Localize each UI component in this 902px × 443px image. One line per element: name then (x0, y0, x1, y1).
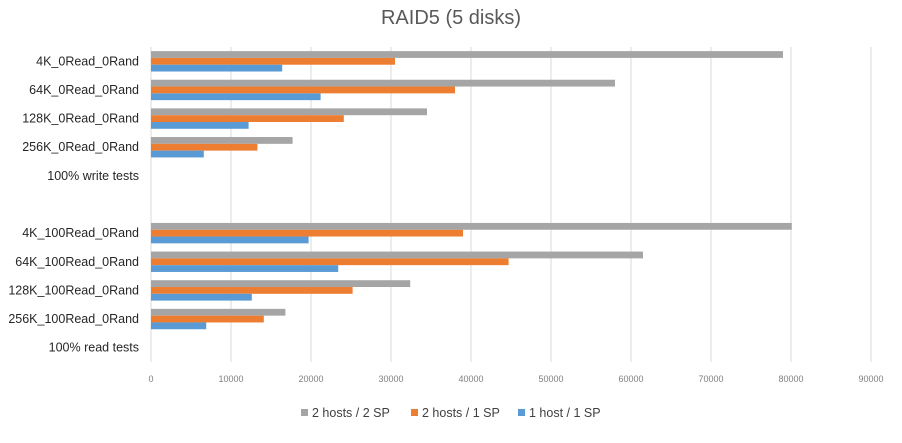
bar (151, 57, 395, 65)
bar (151, 64, 283, 72)
bar (151, 93, 321, 101)
category-labels: 4K_0Read_0Rand 64K_0Read_0Rand 128K_0Read_… (8, 54, 139, 354)
bar (151, 108, 427, 116)
category-label: 100% write tests (47, 169, 139, 183)
bar (151, 322, 207, 330)
x-axis-tick-labels: 0 10000 20000 30000 40000 50000 60000 70000 8000… (148, 374, 883, 384)
x-tick-label: 10000 (218, 374, 243, 384)
category-label: 64K_100Read_0Rand (15, 255, 139, 269)
legend-swatch (411, 409, 418, 416)
bar (151, 79, 615, 87)
bar (151, 315, 264, 323)
bars (151, 51, 792, 330)
bar (151, 121, 249, 129)
x-tick-label: 0 (148, 374, 153, 384)
bar (151, 229, 463, 237)
legend-label: 1 host / 1 SP (529, 406, 601, 420)
x-tick-label: 40000 (458, 374, 483, 384)
x-tick-label: 50000 (538, 374, 563, 384)
legend-swatch (301, 409, 308, 416)
bar (151, 51, 783, 58)
x-tick-label: 20000 (298, 374, 323, 384)
x-tick-label: 60000 (618, 374, 643, 384)
x-tick-label: 90000 (858, 374, 883, 384)
category-label: 4K_0Read_0Rand (36, 54, 139, 68)
category-label: 256K_100Read_0Rand (8, 312, 139, 326)
bar (151, 308, 286, 316)
category-label: 64K_0Read_0Rand (29, 83, 139, 97)
category-label: 4K_100Read_0Rand (22, 226, 139, 240)
chart-title: RAID5 (5 disks) (381, 7, 521, 29)
bar (151, 143, 258, 151)
legend-label: 2 hosts / 1 SP (422, 406, 500, 420)
category-label: 256K_0Read_0Rand (22, 140, 139, 154)
bar (151, 293, 252, 301)
bar (151, 115, 344, 122)
bar (151, 150, 204, 158)
legend-label: 2 hosts / 2 SP (312, 406, 390, 420)
x-tick-label: 80000 (778, 374, 803, 384)
bar (151, 222, 792, 230)
bar (151, 280, 411, 288)
category-label: 128K_100Read_0Rand (8, 283, 139, 297)
category-label: 100% read tests (49, 341, 139, 355)
legend: 2 hosts / 2 SP 2 hosts / 1 SP 1 host / 1 S… (301, 406, 601, 420)
bar (151, 265, 339, 272)
bar (151, 137, 293, 144)
bar (151, 236, 309, 244)
x-tick-label: 30000 (378, 374, 403, 384)
bar (151, 287, 353, 294)
bar (151, 258, 509, 266)
category-label: 128K_0Read_0Rand (22, 112, 139, 126)
bar (151, 251, 643, 259)
bar (151, 86, 455, 94)
legend-swatch (518, 409, 525, 416)
x-tick-label: 70000 (698, 374, 723, 384)
